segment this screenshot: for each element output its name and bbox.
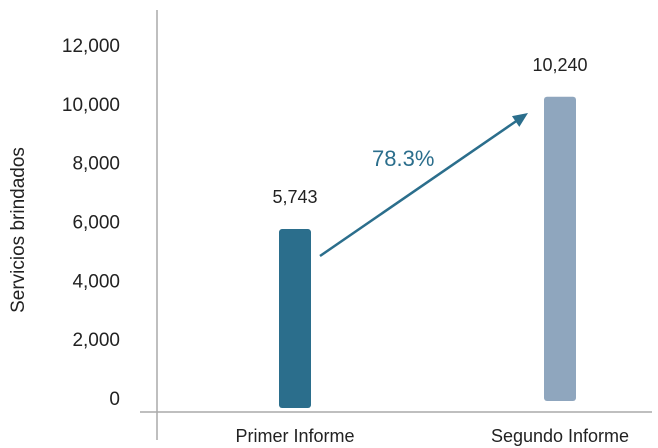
y-axis-label: Servicios brindados (8, 147, 29, 313)
y-tick-labels: 0 2,000 4,000 6,000 8,000 10,000 12,000 (62, 36, 120, 410)
growth-arrow-head (511, 113, 528, 127)
y-tick-label: 12,000 (62, 36, 120, 57)
category-label: Primer Informe (235, 426, 354, 446)
growth-percentage-label: 78.3% (372, 146, 434, 171)
growth-arrow (319, 113, 528, 258)
category-labels: Primer Informe Segundo Informe (235, 426, 629, 446)
bar (544, 96, 576, 402)
bar (279, 229, 311, 408)
y-tick-label: 6,000 (72, 213, 120, 234)
y-tick-label: 0 (109, 389, 120, 410)
category-label: Segundo Informe (491, 426, 629, 446)
growth-arrow-line (319, 117, 521, 258)
bars (279, 96, 576, 408)
value-labels: 5,743 10,240 (272, 55, 587, 207)
bar-value-label: 5,743 (272, 187, 317, 207)
bar-value-label: 10,240 (532, 55, 587, 75)
y-tick-label: 8,000 (72, 154, 120, 175)
y-tick-label: 4,000 (72, 271, 120, 292)
y-tick-label: 10,000 (62, 95, 120, 116)
y-tick-label: 2,000 (72, 330, 120, 351)
